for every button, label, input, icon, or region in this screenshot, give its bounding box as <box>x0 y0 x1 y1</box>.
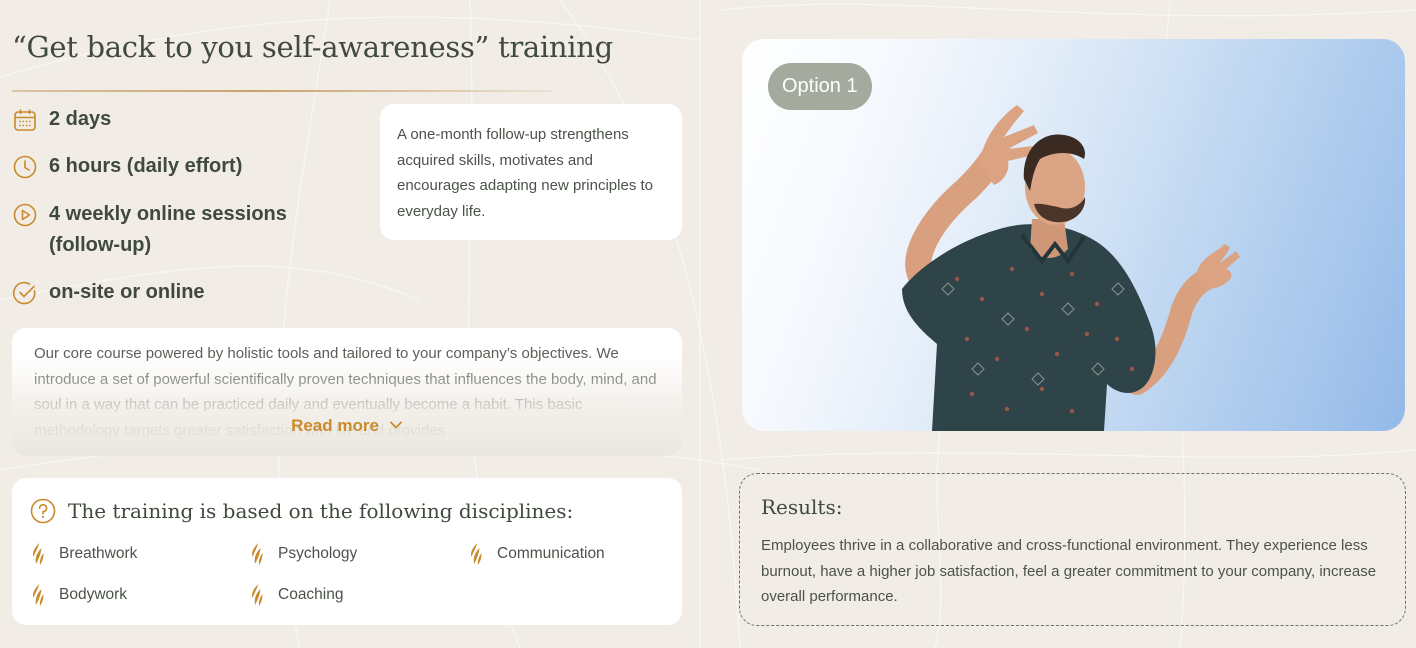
discipline-label: Communication <box>497 545 605 562</box>
discipline-label: Bodywork <box>59 586 128 603</box>
training-photo: Option 1 <box>742 39 1405 431</box>
chevron-down-icon <box>390 421 402 429</box>
discipline-label: Psychology <box>278 545 358 562</box>
fact-line: (follow-up) <box>49 234 152 256</box>
flame-leaf-icon <box>33 584 44 606</box>
read-more-label: Read more <box>291 416 379 435</box>
discipline-breathwork: Breathwork <box>30 542 137 566</box>
clock-icon <box>13 155 37 179</box>
disciplines-card: The training is based on the following d… <box>12 478 682 625</box>
play-circle-icon <box>13 203 37 227</box>
results-card: Results: Employees thrive in a collabora… <box>739 473 1406 626</box>
flame-leaf-icon <box>252 543 263 565</box>
flame-leaf-icon <box>33 543 44 565</box>
course-description-card: Our core course powered by holistic tool… <box>12 328 682 456</box>
results-text: Employees thrive in a collaborative and … <box>761 537 1377 605</box>
discipline-label: Breathwork <box>59 545 138 562</box>
fact-text: 2 days <box>49 108 112 130</box>
fact-text-multiline: 4 weekly online sessions (follow-up) <box>49 199 287 261</box>
flame-leaf-icon <box>252 584 263 606</box>
fact-text: on-site or online <box>49 281 205 303</box>
discipline-bodywork: Bodywork <box>30 583 127 607</box>
discipline-psychology: Psychology <box>249 542 357 566</box>
discipline-label: Coaching <box>278 586 344 603</box>
title-divider <box>12 90 552 92</box>
option-badge: Option 1 <box>768 63 872 110</box>
fact-hours: 6 hours (daily effort) <box>12 151 242 182</box>
fact-text: 6 hours (daily effort) <box>49 155 243 177</box>
fact-location: on-site or online <box>12 277 205 308</box>
disciplines-heading: The training is based on the following d… <box>68 499 574 523</box>
discipline-communication: Communication <box>468 542 605 566</box>
check-circle-icon <box>12 281 36 305</box>
fact-duration: 2 days <box>12 104 111 135</box>
calendar-icon <box>14 109 36 131</box>
page-title: “Get back to you self-awareness” trainin… <box>12 30 613 64</box>
read-more-button[interactable]: Read more <box>12 416 682 436</box>
results-title: Results: <box>761 495 843 519</box>
fact-line: 4 weekly online sessions <box>49 203 287 225</box>
text-fade-overlay <box>12 356 682 456</box>
fact-sessions: 4 weekly online sessions (follow-up) <box>12 199 287 261</box>
man-meditating-illustration <box>902 105 1240 431</box>
disciplines-header: The training is based on the following d… <box>30 498 573 524</box>
discipline-coaching: Coaching <box>249 583 344 607</box>
followup-card: A one-month follow-up strengthens acquir… <box>380 104 682 240</box>
flame-leaf-icon <box>471 543 482 565</box>
question-circle-icon <box>30 498 56 524</box>
